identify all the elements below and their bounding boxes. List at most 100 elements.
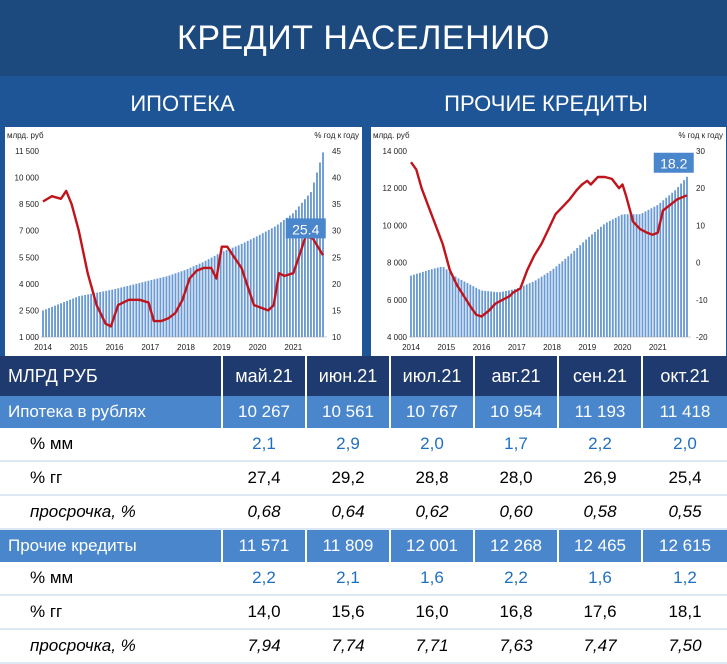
chart-bar [496,292,498,337]
chart-bar [66,300,69,337]
table-cell: 2,2 [558,428,643,462]
chart-bar [153,279,156,337]
chart-bar [620,214,623,337]
chart-bar [528,283,531,337]
table-cell: 11 571 [222,529,307,562]
chart-bar [608,220,611,337]
table-cell: 2,1 [222,428,307,462]
chart-bar [219,252,222,337]
chart-bar [576,247,579,337]
right-axis-unit: % год к году [678,131,723,140]
yoy-growth-line [410,161,688,318]
right-tick-label: -10 [696,296,708,305]
chart-bar [543,274,546,337]
table-cell: 28,0 [474,461,559,496]
chart-bar [249,239,252,337]
chart-bar [653,206,656,337]
chart-bar [439,266,442,337]
chart-bar [189,267,192,337]
chart-bar [505,290,507,337]
chart-bar [267,229,270,337]
right-tick-label: 10 [332,333,341,342]
table-cell: 11 193 [558,396,643,428]
chart-bar [499,292,501,337]
chart-bar [192,266,195,337]
chart-bar [126,286,129,337]
table-cell: 10 954 [474,396,559,428]
chart-bar [54,305,56,337]
chart-bar [84,294,87,337]
table-cell: 25,4 [642,461,727,496]
x-tick-label: 2020 [614,343,632,352]
table-cell: 10 767 [390,396,475,428]
table-cell: 26,9 [558,461,643,496]
chart-bar [525,284,528,337]
chart-bar [650,208,653,337]
annotation-label: 18.2 [660,156,687,172]
table-cell: 29,2 [306,461,391,496]
chart-bar [183,270,186,337]
chart-bar [424,270,427,337]
left-tick-label: 8 500 [19,200,40,209]
chart-bar [243,242,246,337]
chart-bar [69,299,72,337]
chart-bar [255,236,258,337]
chart-bar [481,290,484,337]
row-label: Ипотека в рублях [0,396,223,428]
page-title: КРЕДИТ НАСЕЛЕНИЮ [0,0,727,76]
mortgage-total-row: Ипотека в рублях 10 267 10 561 10 767 10… [0,396,727,428]
chart-bar [671,192,674,337]
left-axis-unit: млрд. руб [7,131,44,140]
chart-bar [448,271,451,337]
right-tick-label: 35 [332,200,341,209]
chart-bar [516,288,519,337]
chart-bar [75,297,78,337]
table-cell: 0,68 [222,495,307,530]
chart-bar [588,236,590,337]
chart-bar [162,277,165,337]
chart-bar [591,234,593,337]
month-header: окт.21 [642,356,727,396]
chart-bar [546,272,549,337]
month-header: июн.21 [306,356,391,396]
chart-bar [213,255,216,337]
chart-bar [201,262,204,337]
chart-bar [659,202,662,337]
row-label: Прочие кредиты [0,529,223,562]
chart-bar [445,269,448,337]
chart-bar [270,228,273,337]
chart-bar [297,206,300,337]
chart-bar [93,293,96,337]
chart-bar [225,250,228,337]
chart-bar [558,263,561,337]
chart-bar [168,275,171,337]
mortgage-subtitle: ИПОТЕКА [130,91,235,116]
chart-bar [683,180,685,337]
x-tick-label: 2017 [141,343,159,352]
chart-bar [451,274,454,337]
x-tick-label: 2016 [106,343,124,352]
chart-bar [216,254,219,337]
chart-bar [195,265,198,337]
chart-bar [570,253,573,337]
mortgage-overdue-row: просрочка, % 0,68 0,64 0,62 0,60 0,58 0,… [0,495,727,530]
x-tick-label: 2017 [508,343,526,352]
chart-bar [156,278,159,337]
table-cell: 11 418 [642,396,727,428]
chart-bar [469,284,472,337]
units-header: МЛРД РУБ [0,356,223,396]
chart-bar [442,267,445,337]
table-cell: 2,2 [222,562,307,596]
chart-bar [207,259,210,337]
chart-bar [141,282,144,337]
table-cell: 2,2 [474,562,559,596]
chart-bar [686,176,688,337]
chart-bar [674,190,677,337]
left-axis-unit: млрд. руб [373,131,410,140]
loans-table: МЛРД РУБ май.21 июн.21 июл.21 авг.21 сен… [0,356,727,664]
row-label: % гг [0,461,223,496]
left-tick-label: 14 000 [383,147,408,156]
chart-bar [231,247,234,337]
chart-bar [579,245,582,337]
mortgage-chart-panel: млрд. руб % год к году 11 500 10 000 8 500 7 … [5,127,362,356]
